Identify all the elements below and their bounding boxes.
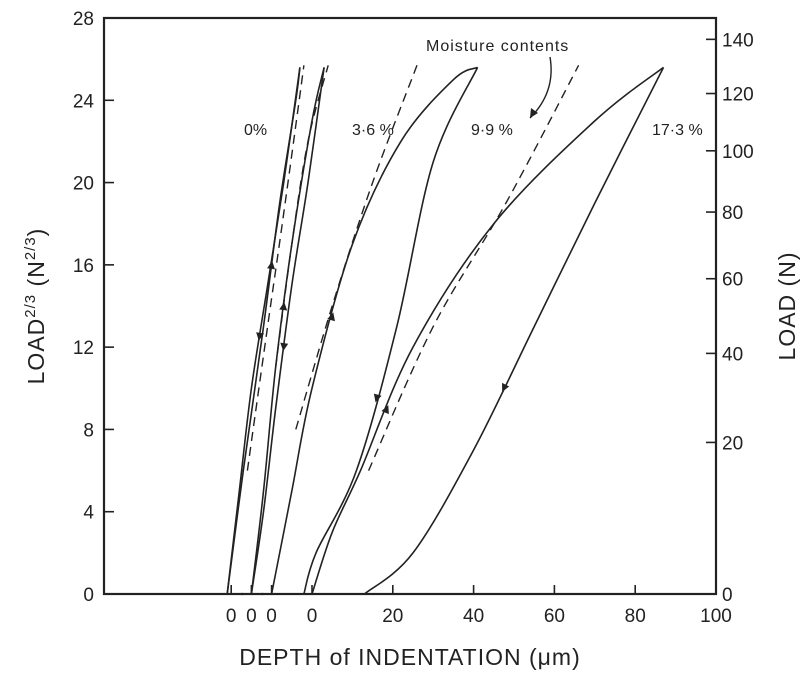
- series-0-loading-arrow: [267, 260, 276, 270]
- y-tick-label-3: 12: [73, 338, 94, 359]
- y2-tick-label-2: 40: [722, 344, 743, 365]
- y2-tick-label-0: 0: [722, 585, 733, 606]
- series-1-unloading-arrow: [280, 342, 289, 352]
- x-tick-label-0: 0: [226, 606, 237, 627]
- svg-text:LOAD2/3 (N2/3): LOAD2/3 (N2/3): [22, 228, 49, 385]
- x-tick-label-6: 60: [544, 606, 565, 627]
- y-tick-label-4: 16: [73, 256, 94, 277]
- y-axis-label: LOAD: [23, 318, 49, 385]
- series-label-0: 0%: [244, 122, 267, 139]
- series-3-loading-line: [311, 66, 664, 595]
- y2-tick-label-3: 60: [722, 270, 743, 291]
- y2-tick-label-6: 120: [722, 85, 754, 106]
- y-axis-unit: N: [23, 260, 49, 278]
- y-axis-exponent: 2/3: [22, 294, 39, 318]
- series-1-unloading-line: [250, 67, 325, 595]
- y2-tick-label-5: 100: [722, 142, 754, 163]
- x-tick-label-3: 0: [307, 606, 318, 627]
- y2-axis-title: LOAD (N): [774, 252, 800, 361]
- x-tick-label-5: 40: [463, 606, 484, 627]
- y-tick-label-2: 8: [83, 420, 94, 441]
- x-tick-label-1: 0: [246, 606, 257, 627]
- y-tick-label-1: 4: [83, 503, 94, 524]
- plot-frame: [102, 16, 718, 596]
- series-2-loading-line: [270, 66, 478, 595]
- series-2-loading-arrow: [327, 312, 335, 322]
- annotation-arrow: [529, 56, 552, 119]
- series-curves: [226, 64, 665, 595]
- series-0-dashed-line: [246, 65, 305, 471]
- y-tick-label-0: 0: [83, 585, 94, 606]
- y2-tick-label-4: 80: [722, 203, 743, 224]
- series-2-unloading-line: [303, 67, 479, 595]
- x-tick-label-2: 0: [266, 606, 277, 627]
- y2-tick-label-7: 140: [722, 30, 754, 51]
- series-3-dashed-line: [367, 64, 580, 471]
- moisture-annotation: Moisture contents: [426, 38, 569, 55]
- series-1-loading-line: [250, 67, 325, 595]
- series-0-unloading-arrow: [256, 332, 265, 341]
- series-2-unloading-arrow: [373, 393, 382, 403]
- series-3-loading-arrow: [381, 405, 389, 415]
- y-tick-label-7: 28: [73, 9, 94, 30]
- x-tick-label-7: 80: [625, 606, 646, 627]
- y-axis-unit-exponent: 2/3: [22, 236, 39, 260]
- series-3-unloading-arrow: [502, 382, 510, 392]
- y2-tick-label-1: 20: [722, 433, 743, 454]
- series-3-unloading-line: [363, 67, 665, 595]
- y-tick-label-6: 24: [73, 91, 95, 112]
- x-tick-label-4: 20: [382, 606, 403, 627]
- series-label-3: 17·3 %: [652, 122, 703, 139]
- series-1-loading-arrow: [279, 302, 288, 311]
- y-tick-label-5: 20: [73, 174, 94, 195]
- svg-text:LOAD (N): LOAD (N): [774, 252, 800, 361]
- series-label-1: 3·6 %: [352, 122, 394, 139]
- series-label-2: 9·9 %: [471, 122, 513, 139]
- x-axis-title: DEPTH of INDENTATION (μm): [239, 644, 581, 670]
- x-tick-label-8: 100: [700, 606, 732, 627]
- y-axis-title: LOAD2/3 (N2/3): [22, 228, 49, 385]
- axis-ticks: [104, 17, 717, 596]
- annotation-arrowhead: [530, 108, 538, 118]
